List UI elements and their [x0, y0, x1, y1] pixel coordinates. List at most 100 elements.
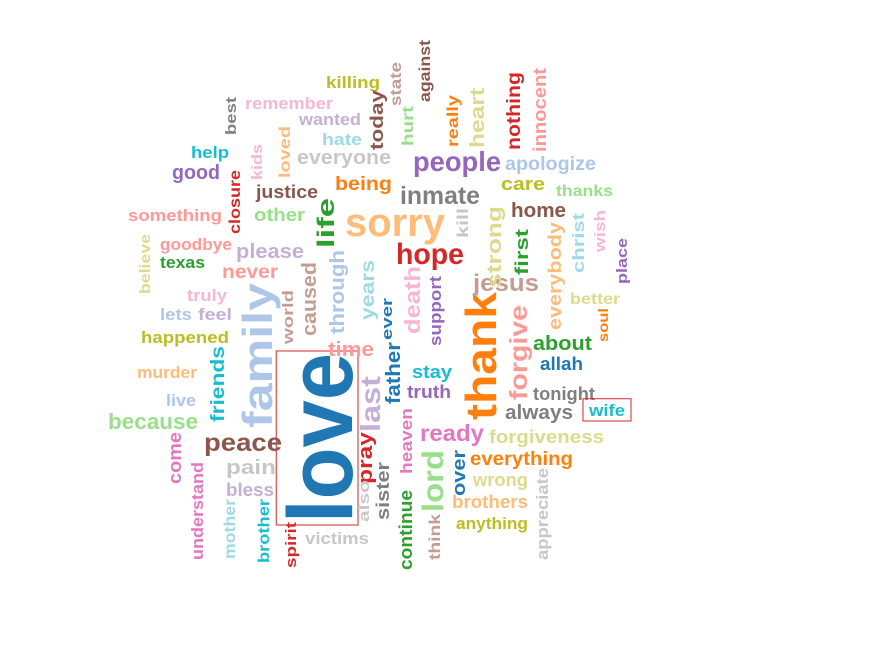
word-something: something [128, 206, 222, 225]
word-father: father [383, 342, 405, 404]
word-never: never [222, 262, 279, 283]
word-better: better [570, 291, 620, 308]
word-wrong: wrong [472, 470, 528, 490]
word-being: being [335, 174, 392, 195]
word-stay: stay [412, 362, 452, 382]
word-thank: thank [457, 291, 506, 420]
word-first: first [512, 229, 532, 275]
word-forgive: forgive [505, 305, 533, 400]
word-really: really [445, 95, 462, 147]
word-thanks: thanks [556, 183, 613, 200]
word-innocent: innocent [530, 68, 550, 152]
word-last: last [355, 376, 386, 432]
word-ready: ready [420, 420, 484, 446]
word-pain: pain [226, 457, 276, 479]
word-friends: friends [208, 346, 229, 422]
word-sister: sister [373, 462, 393, 520]
word-because: because [108, 409, 198, 434]
word-think: think [427, 514, 444, 560]
word-loved: loved [277, 126, 294, 178]
word-remember: remember [245, 94, 333, 113]
word-help: help [191, 143, 229, 162]
word-inmate: inmate [400, 182, 480, 210]
word-time: time [328, 339, 374, 361]
word-forgiveness: forgiveness [489, 427, 604, 447]
word-best: best [223, 97, 240, 135]
word-please: please [236, 241, 304, 263]
word-years: years [358, 260, 379, 320]
word-spirit: spirit [283, 522, 300, 568]
word-family: family [234, 282, 281, 428]
word-peace: peace [204, 429, 282, 457]
word-understand: understand [188, 462, 207, 560]
word-closure: closure [227, 170, 244, 234]
word-appreciate: appreciate [533, 468, 552, 560]
word-ever: ever [379, 298, 396, 340]
word-wife: wife [588, 401, 625, 420]
word-strong: strong [484, 206, 506, 288]
word-believe: believe [137, 234, 154, 294]
word-wish: wish [592, 210, 609, 253]
word-christ: christ [569, 213, 588, 273]
word-also: also [356, 480, 373, 522]
word-texas: texas [160, 253, 205, 272]
word-over: over [449, 450, 469, 496]
word-everybody: everybody [545, 222, 565, 330]
word-jesus: jesus [472, 270, 539, 297]
word-feel: feel [198, 305, 232, 324]
word-lord: lord [417, 450, 450, 512]
word-tonight: tonight [533, 384, 595, 404]
word-heart: heart [467, 88, 489, 148]
word-goodbye: goodbye [160, 235, 232, 254]
word-live: live [166, 391, 196, 410]
word-everything: everything [470, 449, 573, 470]
word-life: life [313, 198, 340, 248]
word-sorry: sorry [345, 201, 446, 245]
highlight-box-love [275, 350, 359, 526]
word-care: care [501, 174, 545, 194]
word-against: against [417, 39, 434, 102]
word-home: home [511, 200, 566, 222]
word-kill: kill [455, 208, 472, 238]
word-caused: caused [299, 262, 321, 336]
word-brothers: brothers [452, 492, 528, 512]
word-murder: murder [137, 363, 197, 382]
word-people: people [413, 146, 501, 177]
word-wanted: wanted [298, 110, 361, 129]
word-death: death [400, 266, 425, 334]
word-bless: bless [226, 480, 274, 500]
word-hurt: hurt [400, 105, 417, 146]
word-good: good [172, 162, 220, 184]
word-through: through [327, 250, 349, 334]
word-lets: lets [160, 305, 192, 324]
word-love: love [270, 353, 372, 523]
word-hate: hate [322, 130, 362, 149]
word-state: state [388, 62, 405, 106]
word-soul: soul [595, 308, 611, 342]
word-everyone: everyone [297, 147, 391, 169]
word-truly: truly [187, 286, 228, 305]
word-today: today [367, 90, 387, 150]
word-apologize: apologize [505, 154, 596, 175]
word-mother: mother [222, 499, 239, 559]
word-about: about [533, 333, 592, 355]
highlight-box-wife [582, 398, 632, 422]
word-victims: victims [305, 529, 369, 548]
word-brother: brother [256, 499, 273, 563]
word-pray: pray [355, 431, 377, 484]
word-other: other [254, 205, 305, 225]
word-truth: truth [407, 382, 451, 402]
word-happened: happened [141, 328, 229, 347]
word-anything: anything [456, 514, 528, 533]
word-heaven: heaven [397, 408, 416, 474]
word-come: come [165, 432, 185, 484]
word-allah: allah [540, 354, 583, 374]
word-nothing: nothing [504, 72, 525, 150]
word-world: world [280, 290, 297, 345]
word-killing: killing [326, 73, 380, 92]
word-kids: kids [249, 144, 266, 180]
word-place: place [614, 238, 631, 284]
word-justice: justice [255, 182, 318, 202]
